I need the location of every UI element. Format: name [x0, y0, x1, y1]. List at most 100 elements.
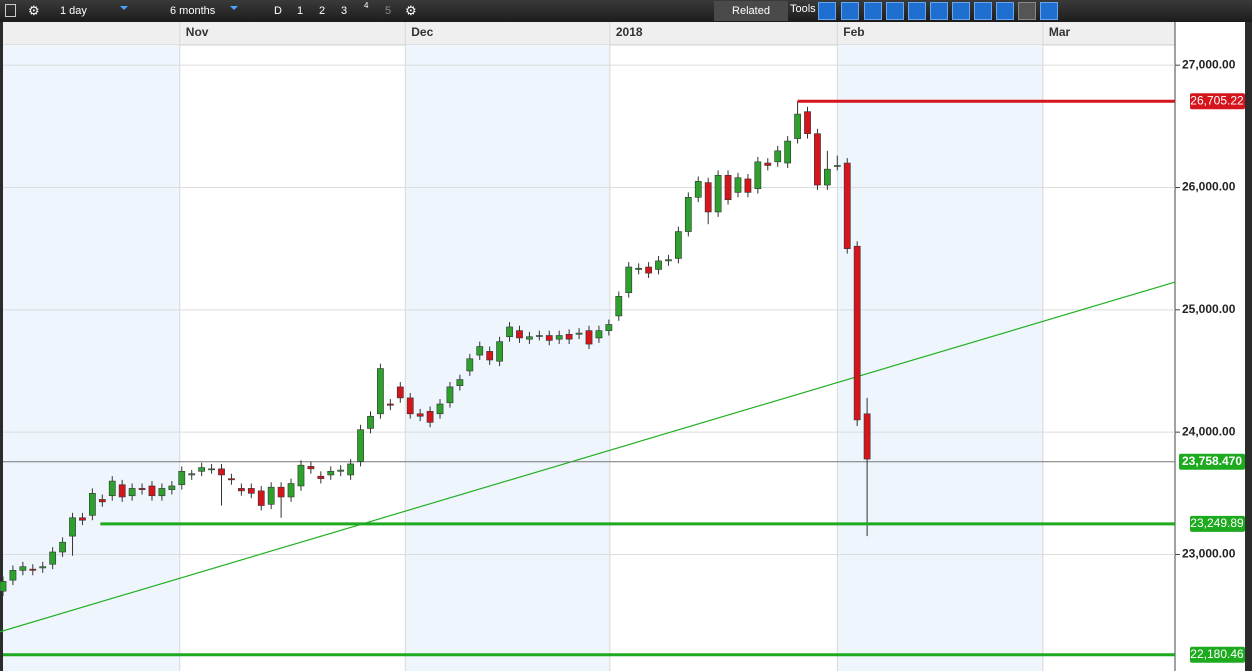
tool-icon[interactable] — [1040, 2, 1058, 20]
button[interactable]: D — [274, 5, 282, 17]
button[interactable]: 5 — [385, 5, 392, 17]
candle-body — [575, 332, 583, 335]
y-tick-label: 24,000.00 — [1182, 424, 1236, 438]
tool-icon[interactable] — [886, 2, 904, 20]
candle-body — [784, 140, 792, 164]
candle-body — [158, 488, 166, 497]
x-tick-label: 2018 — [616, 25, 643, 39]
tool-icon[interactable] — [818, 2, 836, 20]
candle-body — [516, 330, 523, 339]
candle-body — [506, 326, 513, 338]
button[interactable]: 4 — [364, 1, 369, 10]
candle-body — [704, 182, 712, 213]
chart: Nov Dec 2018 Feb Mar 23,000.00 24,000.00 25,000… — [0, 22, 1245, 671]
candle-body — [843, 162, 851, 249]
y-tick-label: 23,000.00 — [1182, 547, 1236, 561]
month-shade — [405, 45, 610, 671]
x-tick-label: Nov — [186, 25, 209, 39]
candle-body — [327, 470, 335, 476]
candle-body — [29, 568, 37, 571]
candle-body — [377, 368, 384, 415]
button[interactable]: 1 — [297, 5, 304, 17]
candle-body — [496, 341, 503, 362]
candle-body — [853, 245, 861, 421]
candle-body — [237, 488, 245, 492]
level-label: 22,180.46 — [1190, 647, 1244, 661]
candle-body — [357, 429, 364, 462]
tools-label: Tools — [790, 3, 816, 15]
candle-body — [605, 324, 613, 331]
tool-icon[interactable] — [974, 2, 992, 20]
settings-icon[interactable]: ⚙ — [405, 3, 417, 18]
candle-body — [307, 466, 315, 470]
candle-body — [287, 483, 295, 498]
candle-body — [79, 517, 86, 521]
x-tick-label: Dec — [411, 25, 433, 39]
month-shade — [837, 45, 1043, 671]
tool-icon[interactable] — [930, 2, 948, 20]
candle-body — [595, 330, 603, 339]
candle-body — [347, 463, 355, 476]
candle-body — [228, 478, 235, 481]
trendline — [0, 281, 1176, 633]
candle-body — [277, 486, 285, 498]
tool-icon[interactable] — [996, 2, 1014, 20]
candle-body — [456, 379, 464, 386]
candle-body — [565, 333, 573, 340]
level-box — [1190, 646, 1245, 663]
candle-body — [89, 493, 96, 516]
candle-body — [198, 467, 206, 472]
candle-body — [526, 336, 533, 340]
candle-body — [267, 486, 275, 505]
candle-body — [684, 196, 692, 232]
interval-select[interactable]: 1 day — [60, 5, 87, 17]
dropdown-arrow[interactable] — [230, 6, 238, 14]
candle-body — [466, 358, 474, 372]
tool-icon[interactable] — [864, 2, 882, 20]
candle-body — [675, 231, 682, 259]
candle-body — [69, 517, 76, 537]
candle-body — [118, 484, 126, 498]
candle-body — [615, 296, 623, 317]
candle-body — [833, 165, 841, 167]
time-axis-bg — [3, 22, 1175, 45]
candle-body — [426, 411, 434, 423]
candle-body — [585, 330, 593, 345]
y-tick-label: 25,000.00 — [1182, 302, 1236, 316]
level-label: 23,249.89 — [1190, 516, 1244, 530]
tool-icon[interactable] — [908, 2, 926, 20]
candle-body — [208, 468, 215, 471]
related-button[interactable]: Related — [714, 1, 788, 21]
month-shade — [3, 45, 180, 671]
candle-body — [386, 403, 394, 406]
candle-body — [555, 335, 563, 340]
last-price-box — [1179, 453, 1245, 470]
candle-body — [367, 415, 374, 429]
candle-body — [59, 541, 66, 553]
dropdown-arrow[interactable] — [120, 6, 128, 14]
candle-body — [108, 480, 116, 497]
range-select[interactable]: 6 months — [170, 5, 216, 17]
menu-icon[interactable] — [5, 4, 16, 17]
last-price-label: 23,758.470 — [1182, 454, 1242, 468]
button[interactable]: 2 — [319, 5, 326, 17]
candle-body — [714, 174, 722, 213]
button[interactable]: 3 — [341, 5, 348, 17]
level-label: 26,705.22 — [1190, 93, 1244, 107]
candle-body — [148, 485, 156, 497]
candle-body — [476, 346, 484, 356]
y-tick-label: 27,000.00 — [1182, 57, 1236, 71]
candle-body — [168, 485, 176, 490]
settings-icon[interactable]: ⚙ — [28, 3, 40, 18]
candle-body — [436, 403, 444, 415]
candle-body — [734, 177, 742, 193]
tool-icon[interactable] — [841, 2, 859, 20]
candle-body — [138, 488, 146, 490]
candle-body — [39, 566, 47, 569]
tool-icon[interactable] — [952, 2, 970, 20]
print-icon[interactable] — [1018, 2, 1036, 20]
candle-body — [416, 413, 424, 417]
candle-body — [724, 174, 732, 201]
candle-body — [545, 335, 553, 341]
